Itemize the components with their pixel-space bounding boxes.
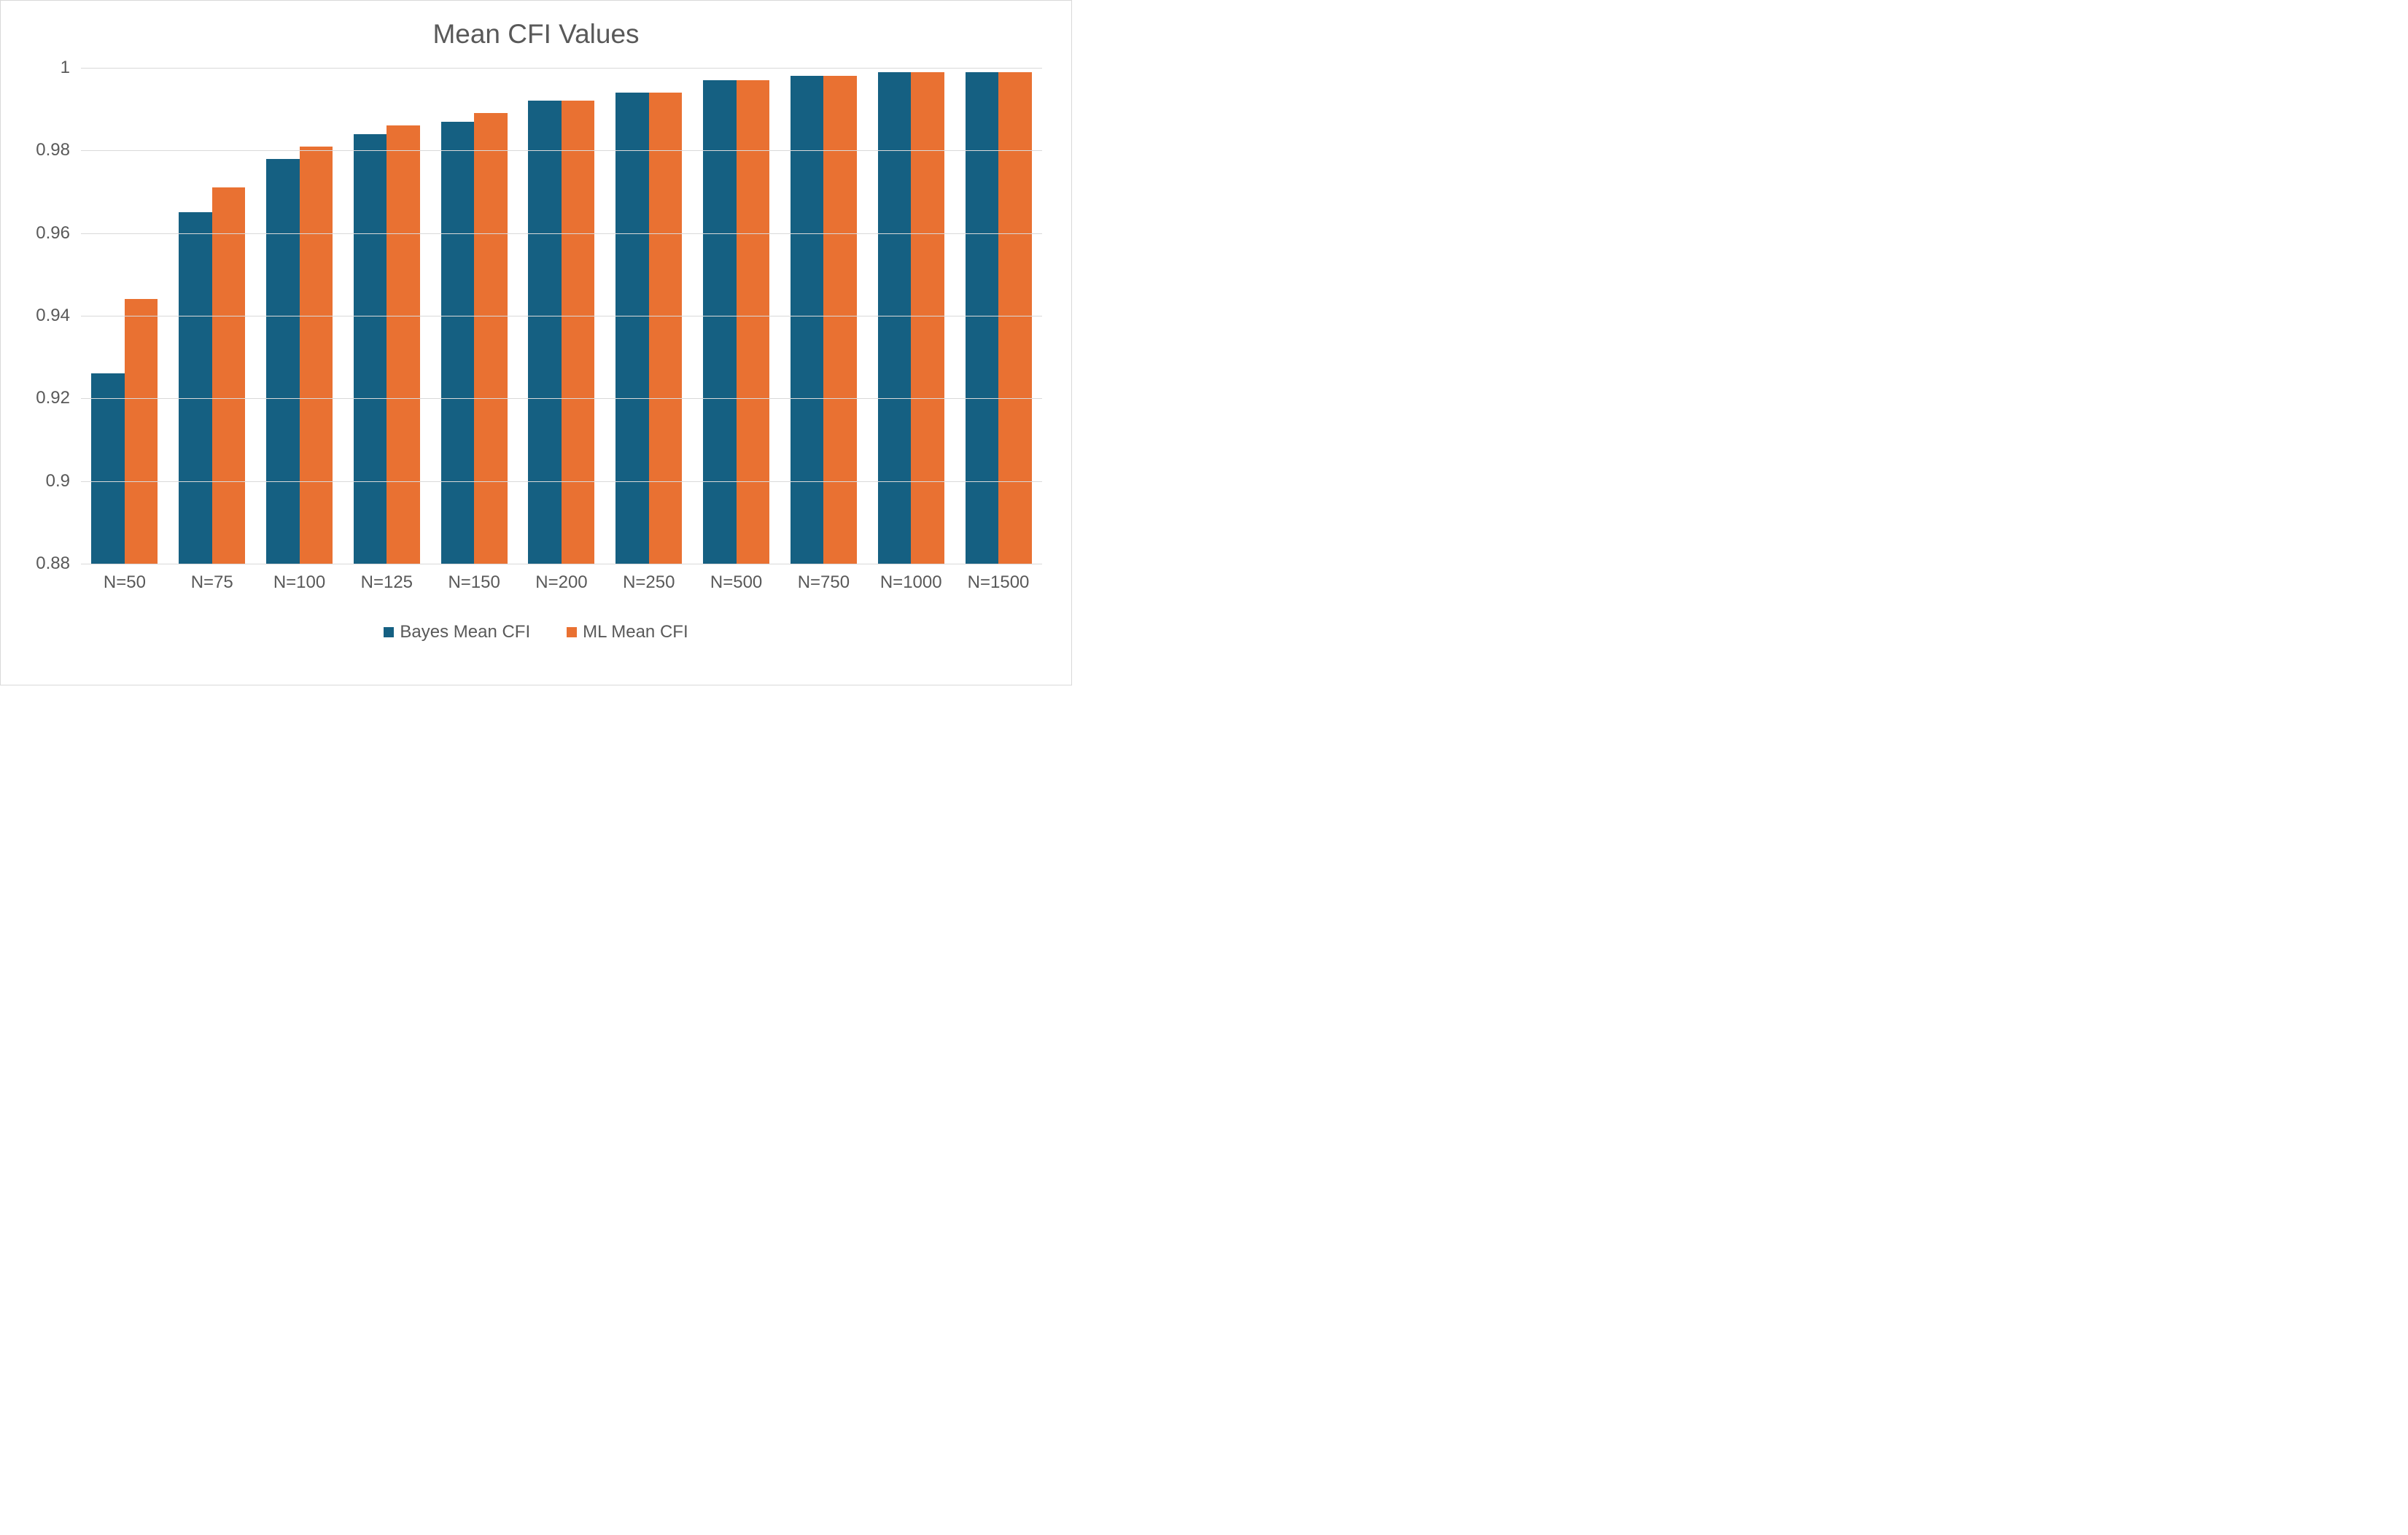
x-tick-label: N=100 xyxy=(256,572,343,593)
bar xyxy=(125,299,158,564)
plot-area: 0.880.90.920.940.960.981 xyxy=(81,68,1042,564)
bar xyxy=(615,93,649,564)
bar xyxy=(354,134,387,564)
bar xyxy=(878,72,912,564)
legend-item: ML Mean CFI xyxy=(567,622,688,642)
bar xyxy=(998,72,1032,564)
y-tick-label: 1 xyxy=(61,58,81,78)
legend-item: Bayes Mean CFI xyxy=(384,622,530,642)
chart-title: Mean CFI Values xyxy=(8,19,1064,50)
bar xyxy=(528,101,562,564)
bar xyxy=(966,72,999,564)
bar xyxy=(562,101,595,564)
x-tick-label: N=1500 xyxy=(955,572,1042,593)
bar xyxy=(91,373,125,564)
x-tick-label: N=1000 xyxy=(867,572,955,593)
x-tick-label: N=150 xyxy=(430,572,518,593)
bar xyxy=(212,187,246,564)
x-tick-label: N=750 xyxy=(780,572,868,593)
legend-label: Bayes Mean CFI xyxy=(400,622,530,642)
y-tick-label: 0.98 xyxy=(36,140,81,160)
chart-container: Mean CFI Values 0.880.90.920.940.960.981… xyxy=(0,0,1072,685)
legend: Bayes Mean CFI ML Mean CFI xyxy=(8,622,1064,642)
bar xyxy=(703,80,737,564)
grid-line xyxy=(81,233,1042,234)
legend-swatch xyxy=(384,627,394,637)
bar xyxy=(300,147,333,564)
y-tick-label: 0.92 xyxy=(36,388,81,408)
y-tick-label: 0.96 xyxy=(36,223,81,244)
bar xyxy=(441,122,475,564)
grid-line xyxy=(81,481,1042,482)
y-tick-label: 0.9 xyxy=(46,471,81,491)
bar xyxy=(474,113,508,564)
x-axis-labels: N=50N=75N=100N=125N=150N=200N=250N=500N=… xyxy=(81,572,1042,593)
x-tick-label: N=200 xyxy=(518,572,605,593)
bar xyxy=(179,212,212,564)
bar xyxy=(649,93,683,564)
legend-swatch xyxy=(567,627,577,637)
x-tick-label: N=250 xyxy=(605,572,693,593)
bar xyxy=(823,76,857,564)
y-tick-label: 0.88 xyxy=(36,553,81,574)
bar xyxy=(911,72,944,564)
y-tick-label: 0.94 xyxy=(36,306,81,326)
bar xyxy=(791,76,824,564)
x-tick-label: N=75 xyxy=(168,572,256,593)
legend-label: ML Mean CFI xyxy=(583,622,688,642)
grid-line xyxy=(81,398,1042,399)
bar xyxy=(266,159,300,564)
x-tick-label: N=50 xyxy=(81,572,168,593)
x-tick-label: N=500 xyxy=(693,572,780,593)
grid-line xyxy=(81,68,1042,69)
bar xyxy=(387,125,420,564)
bar xyxy=(737,80,770,564)
grid-line xyxy=(81,150,1042,151)
x-tick-label: N=125 xyxy=(343,572,430,593)
